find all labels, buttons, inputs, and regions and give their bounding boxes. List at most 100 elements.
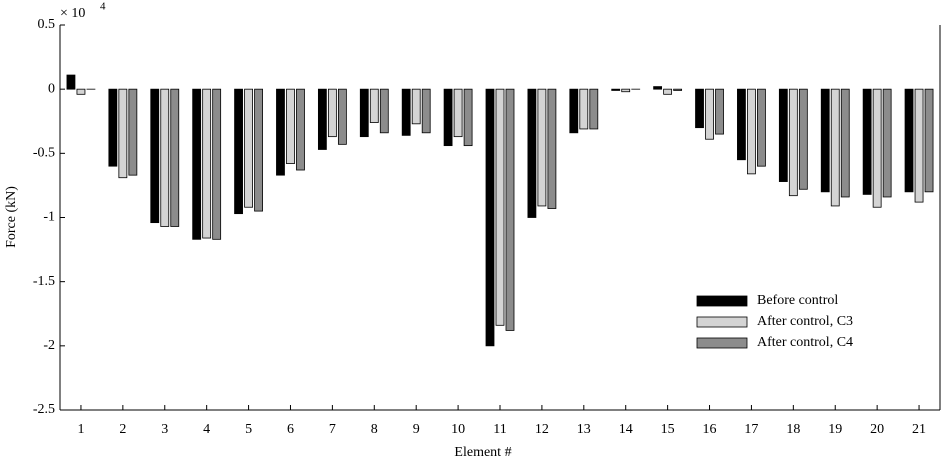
- y-scale-base: × 10: [60, 6, 85, 21]
- bar: [695, 88, 704, 129]
- bar: [212, 88, 222, 240]
- bar: [296, 88, 305, 171]
- bar: [621, 88, 631, 93]
- bar: [443, 88, 453, 147]
- bar: [547, 88, 557, 209]
- legend-label: After control, C4: [757, 335, 853, 350]
- bar: [485, 88, 495, 347]
- y-tick-label: -0.5: [33, 146, 55, 161]
- bar: [527, 88, 537, 218]
- bar: [379, 88, 389, 134]
- x-tick-label: 19: [828, 422, 842, 437]
- bar: [150, 88, 160, 224]
- legend-swatch: [696, 316, 748, 328]
- legend-label: After control, C3: [757, 314, 853, 329]
- bar: [715, 88, 724, 135]
- bar: [798, 88, 808, 190]
- bar: [589, 88, 599, 130]
- bar: [663, 88, 673, 95]
- x-tick-label: 4: [203, 422, 210, 437]
- x-tick-label: 21: [912, 422, 926, 437]
- x-tick-label: 14: [619, 422, 633, 437]
- bar: [254, 88, 263, 212]
- bar: [359, 88, 369, 138]
- bar: [244, 88, 253, 208]
- bar: [569, 88, 579, 134]
- bar: [108, 88, 118, 167]
- bar: [882, 88, 892, 198]
- y-tick-label: 0.5: [38, 17, 56, 32]
- bar: [924, 88, 934, 193]
- bar: [170, 88, 180, 227]
- x-tick-label: 13: [577, 422, 591, 437]
- bar: [788, 88, 798, 197]
- bar: [369, 88, 379, 123]
- y-scale-exponent: 4: [100, 1, 106, 13]
- x-tick-label: 20: [870, 422, 884, 437]
- bar: [904, 88, 914, 193]
- bar: [495, 88, 505, 326]
- bar: [737, 88, 746, 161]
- x-tick-label: 18: [786, 422, 800, 437]
- bar: [840, 88, 850, 198]
- x-tick-label: 2: [119, 422, 126, 437]
- bar: [820, 88, 830, 193]
- x-tick-label: 16: [703, 422, 717, 437]
- y-tick-label: -2.5: [33, 402, 55, 417]
- x-tick-label: 9: [413, 422, 420, 437]
- bar: [317, 88, 327, 150]
- bar: [757, 88, 766, 167]
- x-tick-label: 7: [329, 422, 336, 437]
- bar: [830, 88, 840, 207]
- y-axis-label: Force (kN): [4, 186, 19, 248]
- y-tick-label: 0: [48, 81, 55, 96]
- bar: [705, 88, 714, 140]
- bar: [401, 88, 411, 136]
- x-tick-label: 3: [161, 422, 168, 437]
- bar: [286, 88, 295, 164]
- x-axis-label: Element #: [454, 445, 511, 460]
- x-tick-label: 1: [77, 422, 84, 437]
- bar: [76, 88, 86, 95]
- bar: [160, 88, 170, 227]
- bar: [276, 88, 285, 176]
- bar: [611, 88, 621, 91]
- x-tick-label: 8: [371, 422, 378, 437]
- x-tick-label: 5: [245, 422, 252, 437]
- bar: [505, 88, 515, 331]
- y-tick-label: -1.5: [33, 274, 55, 289]
- bar: [337, 88, 347, 145]
- x-tick-label: 12: [535, 422, 549, 437]
- bar: [453, 88, 463, 138]
- y-tick-label: -1: [43, 210, 55, 225]
- bar: [118, 88, 128, 179]
- bar: [914, 88, 924, 203]
- x-tick-label: 10: [451, 422, 465, 437]
- bar: [653, 86, 663, 90]
- bar: [128, 88, 138, 176]
- x-tick-label: 17: [744, 422, 758, 437]
- bar: [202, 88, 212, 239]
- bar: [537, 88, 547, 207]
- x-tick-label: 15: [661, 422, 675, 437]
- legend-label: Before control: [757, 293, 838, 308]
- bar: [872, 88, 882, 208]
- legend-swatch: [696, 295, 748, 307]
- bar: [421, 88, 431, 134]
- x-tick-label: 6: [287, 422, 294, 437]
- legend-swatch: [696, 337, 748, 349]
- bar: [778, 88, 788, 182]
- x-tick-label: 11: [493, 422, 506, 437]
- y-tick-label: -2: [43, 338, 55, 353]
- bar: [579, 88, 589, 130]
- bar: [234, 88, 243, 215]
- bar: [411, 88, 421, 125]
- bar: [747, 88, 756, 175]
- bar: [463, 88, 473, 147]
- bar: [192, 88, 202, 240]
- bar: [862, 88, 872, 195]
- bar: [327, 88, 337, 138]
- bar: [673, 88, 683, 91]
- bar: [66, 74, 76, 90]
